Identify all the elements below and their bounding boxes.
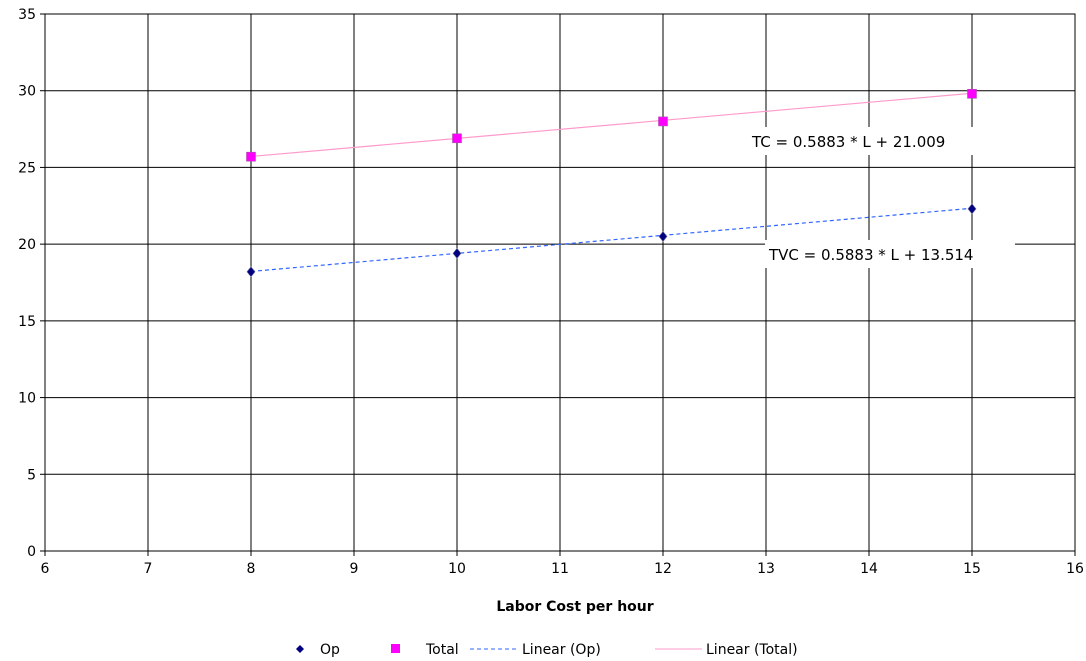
equation-label-box bbox=[748, 127, 988, 155]
y-tick-label: 0 bbox=[27, 544, 36, 560]
data-point-total bbox=[658, 116, 668, 127]
data-point-total bbox=[246, 151, 256, 162]
y-tick-label: 20 bbox=[18, 237, 36, 253]
x-tick-label: 8 bbox=[247, 561, 256, 577]
data-point-op bbox=[452, 247, 462, 259]
data-point-total bbox=[452, 133, 462, 144]
legend-marker-op bbox=[296, 645, 304, 653]
x-tick-label: 9 bbox=[350, 561, 359, 577]
x-tick-label: 13 bbox=[757, 561, 775, 577]
x-tick-label: 10 bbox=[448, 561, 466, 577]
x-axis-title: Labor Cost per hour bbox=[496, 599, 653, 615]
x-tick-label: 6 bbox=[41, 561, 50, 577]
x-tick-label: 15 bbox=[963, 561, 981, 577]
equation-label: TC = 0.5883 * L + 21.009 bbox=[751, 133, 945, 151]
trendline-op bbox=[250, 207, 973, 273]
equation-label-box bbox=[765, 240, 1015, 268]
y-tick-label: 25 bbox=[18, 160, 36, 176]
trendline-total bbox=[250, 92, 973, 158]
x-tick-label: 12 bbox=[654, 561, 672, 577]
data-point-op bbox=[658, 230, 668, 242]
plot-area: 6 7 8 9 10 11 12 13 14 15 16 0 5 10 15 20 25 30 35 TC = 0.5… bbox=[18, 7, 1084, 577]
x-tick-label: 16 bbox=[1066, 561, 1084, 577]
y-tick-label: 5 bbox=[27, 467, 36, 483]
y-tick-label: 10 bbox=[18, 391, 36, 407]
legend-label-total: Total bbox=[425, 642, 459, 658]
legend-label-op: Op bbox=[320, 642, 340, 658]
y-tick-label: 15 bbox=[18, 314, 36, 330]
x-tick-label: 7 bbox=[144, 561, 153, 577]
data-point-op bbox=[967, 203, 977, 215]
x-tick-label: 14 bbox=[860, 561, 878, 577]
legend-label-linear-total: Linear (Total) bbox=[706, 642, 798, 658]
y-tick-label: 30 bbox=[18, 84, 36, 100]
equation-label: TVC = 0.5883 * L + 13.514 bbox=[768, 246, 973, 264]
x-tick-label: 11 bbox=[551, 561, 569, 577]
legend: Op Total Linear (Op) Linear (Total) bbox=[296, 642, 798, 658]
y-tick-label: 35 bbox=[18, 7, 36, 23]
data-point-total bbox=[967, 88, 977, 99]
legend-label-linear-op: Linear (Op) bbox=[522, 642, 601, 658]
data-point-op bbox=[246, 266, 256, 278]
legend-marker-total bbox=[391, 644, 400, 653]
